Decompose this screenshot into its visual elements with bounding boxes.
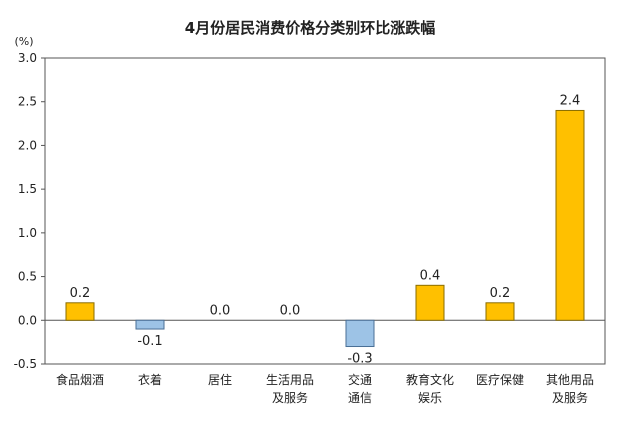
plot-frame [44,57,606,365]
bar [135,319,165,330]
x-tick-label: 娱乐 [418,391,442,405]
x-tick-label: 通信 [348,391,372,405]
y-tick-label: 0.0 [18,313,37,327]
data-label: 0.2 [70,286,91,301]
x-tick-label: 及服务 [272,390,308,405]
bar [485,302,515,321]
y-tick-label: -0.5 [14,357,37,371]
y-axis-ticks: 3.0 2.5 2.0 1.5 1.0 0.5 0.0 -0.5 [14,51,45,371]
x-tick-label: 医疗保健 [476,373,524,387]
data-label: -0.3 [347,352,372,367]
data-label: 0.2 [490,286,511,301]
data-label: 2.4 [560,93,581,108]
x-tick-label: 教育文化 [406,372,454,387]
bar [65,302,95,321]
data-label: 0.4 [420,268,441,283]
data-label: 0.0 [280,303,301,318]
bar-series: 0.2 -0.1 0.0 0.0 -0.3 0.4 0.2 2.4 [65,93,585,367]
bar [345,319,375,348]
bar [415,284,445,321]
bar [555,109,585,321]
y-tick-label: 2.0 [18,138,37,152]
x-tick-label: 交通 [348,372,372,387]
x-tick-label: 衣着 [138,372,162,387]
x-tick-label: 及服务 [552,390,588,405]
y-unit-label: (%) [14,35,33,48]
y-tick-label: 0.5 [18,270,37,284]
x-tick-label: 生活用品 [266,373,314,387]
y-tick-label: 3.0 [18,51,37,65]
data-label: 0.0 [210,303,231,318]
x-tick-label: 其他用品 [546,373,594,387]
x-tick-label: 食品烟酒 [56,372,104,387]
y-tick-label: 1.5 [18,182,37,196]
data-label: -0.1 [137,334,162,349]
y-tick-label: 2.5 [18,95,37,109]
x-tick-label: 居住 [208,373,232,387]
chart-title: 4月份居民消费价格分类别环比涨跌幅 [185,19,435,37]
y-tick-label: 1.0 [18,226,37,240]
